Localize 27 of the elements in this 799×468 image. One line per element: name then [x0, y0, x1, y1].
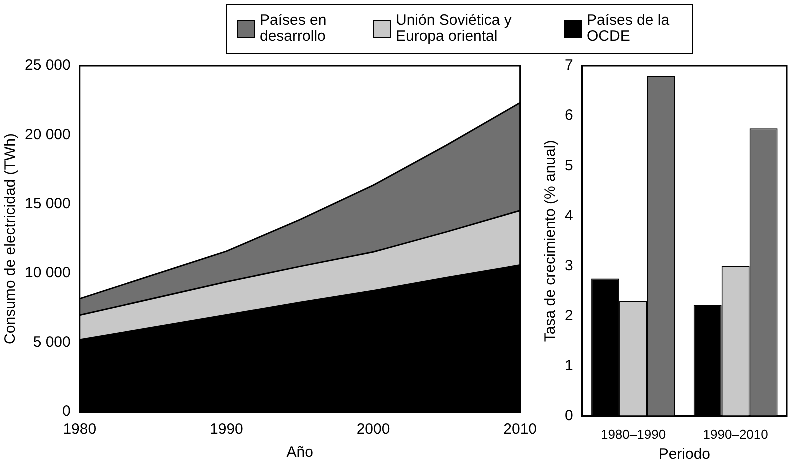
- y-tick-label: 25 000: [24, 57, 71, 74]
- y-tick-label: 7: [565, 57, 574, 74]
- y-axis-title: Tasa de crecimiento (% anual): [542, 140, 560, 342]
- y-tick-label: 0: [565, 408, 574, 425]
- y-tick-label: 15 000: [24, 196, 71, 213]
- y-tick-label: 1: [565, 357, 574, 374]
- legend-label: Unión Soviética y Europa oriental: [396, 12, 513, 45]
- y-tick-label: 3: [565, 257, 574, 274]
- x-tick-label: 2000: [356, 421, 390, 438]
- x-tick-label: 1990: [210, 421, 244, 438]
- y-tick-label: 20 000: [24, 126, 71, 144]
- y-tick-label: 2: [565, 307, 574, 324]
- y-tick-label: 6: [565, 107, 574, 124]
- x-tick-label: 2010: [504, 421, 538, 438]
- legend-label: Países de la OCDE: [587, 12, 671, 45]
- y-tick-label: 4: [565, 207, 574, 224]
- y-tick-label: 0: [62, 403, 71, 420]
- legend-label: Países en desarrollo: [260, 12, 328, 45]
- x-axis-title: Periodo: [658, 446, 711, 464]
- y-tick-label: 5 000: [33, 334, 71, 351]
- y-tick-label: 5: [565, 157, 574, 174]
- x-tick-label: 1990–2010: [703, 426, 768, 442]
- y-axis-title: Consumo de electricidad (TWh): [2, 134, 20, 344]
- x-tick-label: 1980–1990: [600, 426, 666, 442]
- y-tick-label: 10 000: [24, 264, 71, 282]
- x-tick-label: 1980: [63, 421, 97, 438]
- x-axis-title: Año: [286, 444, 314, 462]
